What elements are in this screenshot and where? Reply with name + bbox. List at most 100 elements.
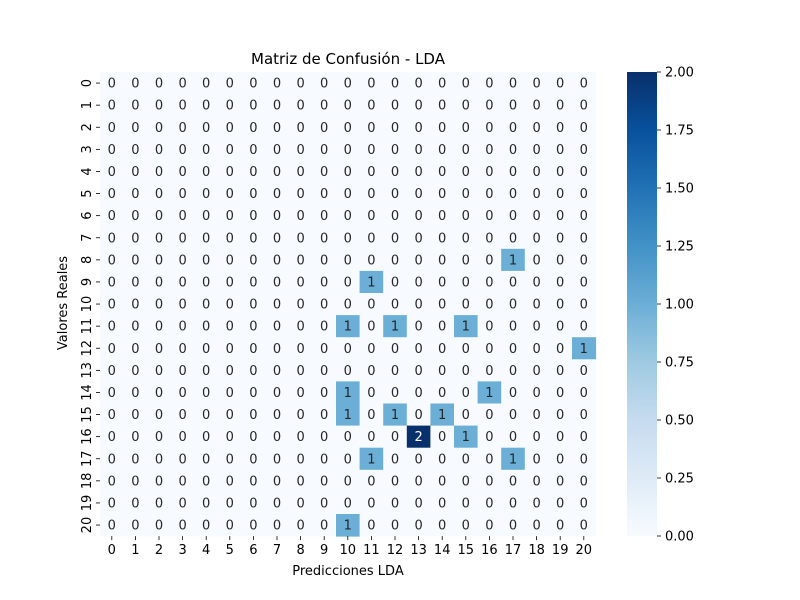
cell-value-label: 0 <box>462 77 470 92</box>
cell-value-label: 0 <box>202 99 210 114</box>
cell-value-label: 0 <box>344 364 352 379</box>
cell-value-label: 1 <box>580 342 588 357</box>
cell-value-label: 0 <box>580 430 588 445</box>
heatmap-cell <box>170 94 195 117</box>
heatmap-cell <box>312 403 337 427</box>
cell-value-label: 0 <box>532 496 540 511</box>
cell-value-label: 0 <box>226 275 234 290</box>
heatmap-cell <box>100 425 125 449</box>
cell-value-label: 0 <box>296 408 304 423</box>
cell-value-label: 0 <box>178 342 186 357</box>
cell-value-label: 0 <box>249 209 257 224</box>
heatmap-cell <box>548 138 573 161</box>
cell-value-label: 0 <box>509 519 517 534</box>
cell-value-label: 0 <box>485 121 493 136</box>
cell-value-label: 0 <box>131 430 139 445</box>
heatmap-cell <box>241 248 266 272</box>
heatmap-cell <box>170 315 195 338</box>
cell-value-label: 0 <box>249 452 257 467</box>
heatmap-cell <box>100 270 125 294</box>
cell-value-label: 0 <box>391 165 399 180</box>
heatmap-cell <box>572 116 597 139</box>
cell-value-label: 0 <box>131 275 139 290</box>
heatmap-cell <box>265 491 290 515</box>
heatmap-cell <box>241 160 266 183</box>
cell-value-label: 0 <box>532 187 540 202</box>
heatmap-cell <box>430 381 455 404</box>
cell-value-label: 0 <box>108 77 116 92</box>
cell-value-label: 0 <box>320 231 328 246</box>
cell-value-label: 0 <box>273 121 281 136</box>
x-tick-label: 6 <box>249 543 257 558</box>
heatmap-cell <box>336 226 361 250</box>
heatmap-cell <box>477 182 502 206</box>
cell-value-label: 0 <box>344 165 352 180</box>
heatmap-cell <box>241 469 266 493</box>
cell-value-label: 0 <box>273 408 281 423</box>
x-tick-label: 9 <box>320 543 328 558</box>
heatmap-cell <box>194 204 219 228</box>
cell-value-label: 0 <box>462 364 470 379</box>
cell-value-label: 0 <box>320 77 328 92</box>
cell-value-label: 0 <box>131 99 139 114</box>
y-tick-label: 8 <box>80 256 95 264</box>
heatmap-cell <box>218 381 243 404</box>
heatmap-cell <box>312 359 337 382</box>
cell-value-label: 0 <box>462 165 470 180</box>
heatmap-cell <box>147 514 172 537</box>
heatmap-cell <box>170 72 195 95</box>
heatmap-cell <box>406 315 431 338</box>
heatmap-cell <box>454 381 479 404</box>
heatmap-cell <box>147 469 172 493</box>
cell-value-label: 0 <box>320 519 328 534</box>
cell-value-label: 0 <box>414 386 422 401</box>
heatmap-cell <box>548 381 573 404</box>
heatmap-cell <box>524 425 549 449</box>
cell-value-label: 0 <box>580 298 588 313</box>
cell-value-label: 0 <box>108 253 116 268</box>
cell-value-label: 0 <box>296 121 304 136</box>
cell-value-label: 0 <box>438 474 446 489</box>
cell-value-label: 0 <box>532 320 540 335</box>
heatmap-cell <box>454 94 479 117</box>
cell-value-label: 0 <box>462 519 470 534</box>
heatmap-cell <box>265 94 290 117</box>
heatmap-cell <box>524 315 549 338</box>
heatmap-cell <box>100 491 125 515</box>
heatmap-cell <box>548 491 573 515</box>
cell-value-label: 0 <box>273 231 281 246</box>
heatmap-cell <box>454 447 479 471</box>
heatmap-cell <box>477 72 502 95</box>
x-tick-label: 11 <box>363 543 380 558</box>
cell-value-label: 0 <box>367 430 375 445</box>
heatmap-cell <box>430 204 455 228</box>
heatmap-cell <box>218 403 243 427</box>
heatmap-cell <box>147 425 172 449</box>
cell-value-label: 0 <box>485 342 493 357</box>
cell-value-label: 0 <box>580 209 588 224</box>
cell-value-label: 0 <box>391 430 399 445</box>
heatmap-cell <box>194 160 219 183</box>
y-tick-label: 1 <box>80 101 95 109</box>
heatmap-cell <box>406 138 431 161</box>
cell-value-label: 0 <box>226 452 234 467</box>
heatmap-cell <box>477 469 502 493</box>
heatmap-cell <box>501 381 526 404</box>
cell-value-label: 0 <box>108 386 116 401</box>
cell-value-label: 0 <box>438 253 446 268</box>
heatmap-cell <box>430 337 455 360</box>
colorbar-ticks: 0.00 0.25 0.50 0.75 1.00 1.25 1.50 1.75 2.00 <box>657 66 694 545</box>
cell-value-label: 0 <box>296 496 304 511</box>
cell-value-label: 0 <box>178 143 186 158</box>
cell-value-label: 0 <box>320 253 328 268</box>
heatmap-cell <box>241 447 266 471</box>
colorbar-tick-label: 0.00 <box>665 530 694 545</box>
heatmap-cell <box>147 138 172 161</box>
heatmap-cell <box>241 425 266 449</box>
heatmap-cell <box>147 491 172 515</box>
heatmap-cell <box>100 514 125 537</box>
cell-value-label: 0 <box>273 187 281 202</box>
cell-value-label: 0 <box>438 187 446 202</box>
cell-value-label: 0 <box>320 99 328 114</box>
heatmap-cell <box>147 116 172 139</box>
